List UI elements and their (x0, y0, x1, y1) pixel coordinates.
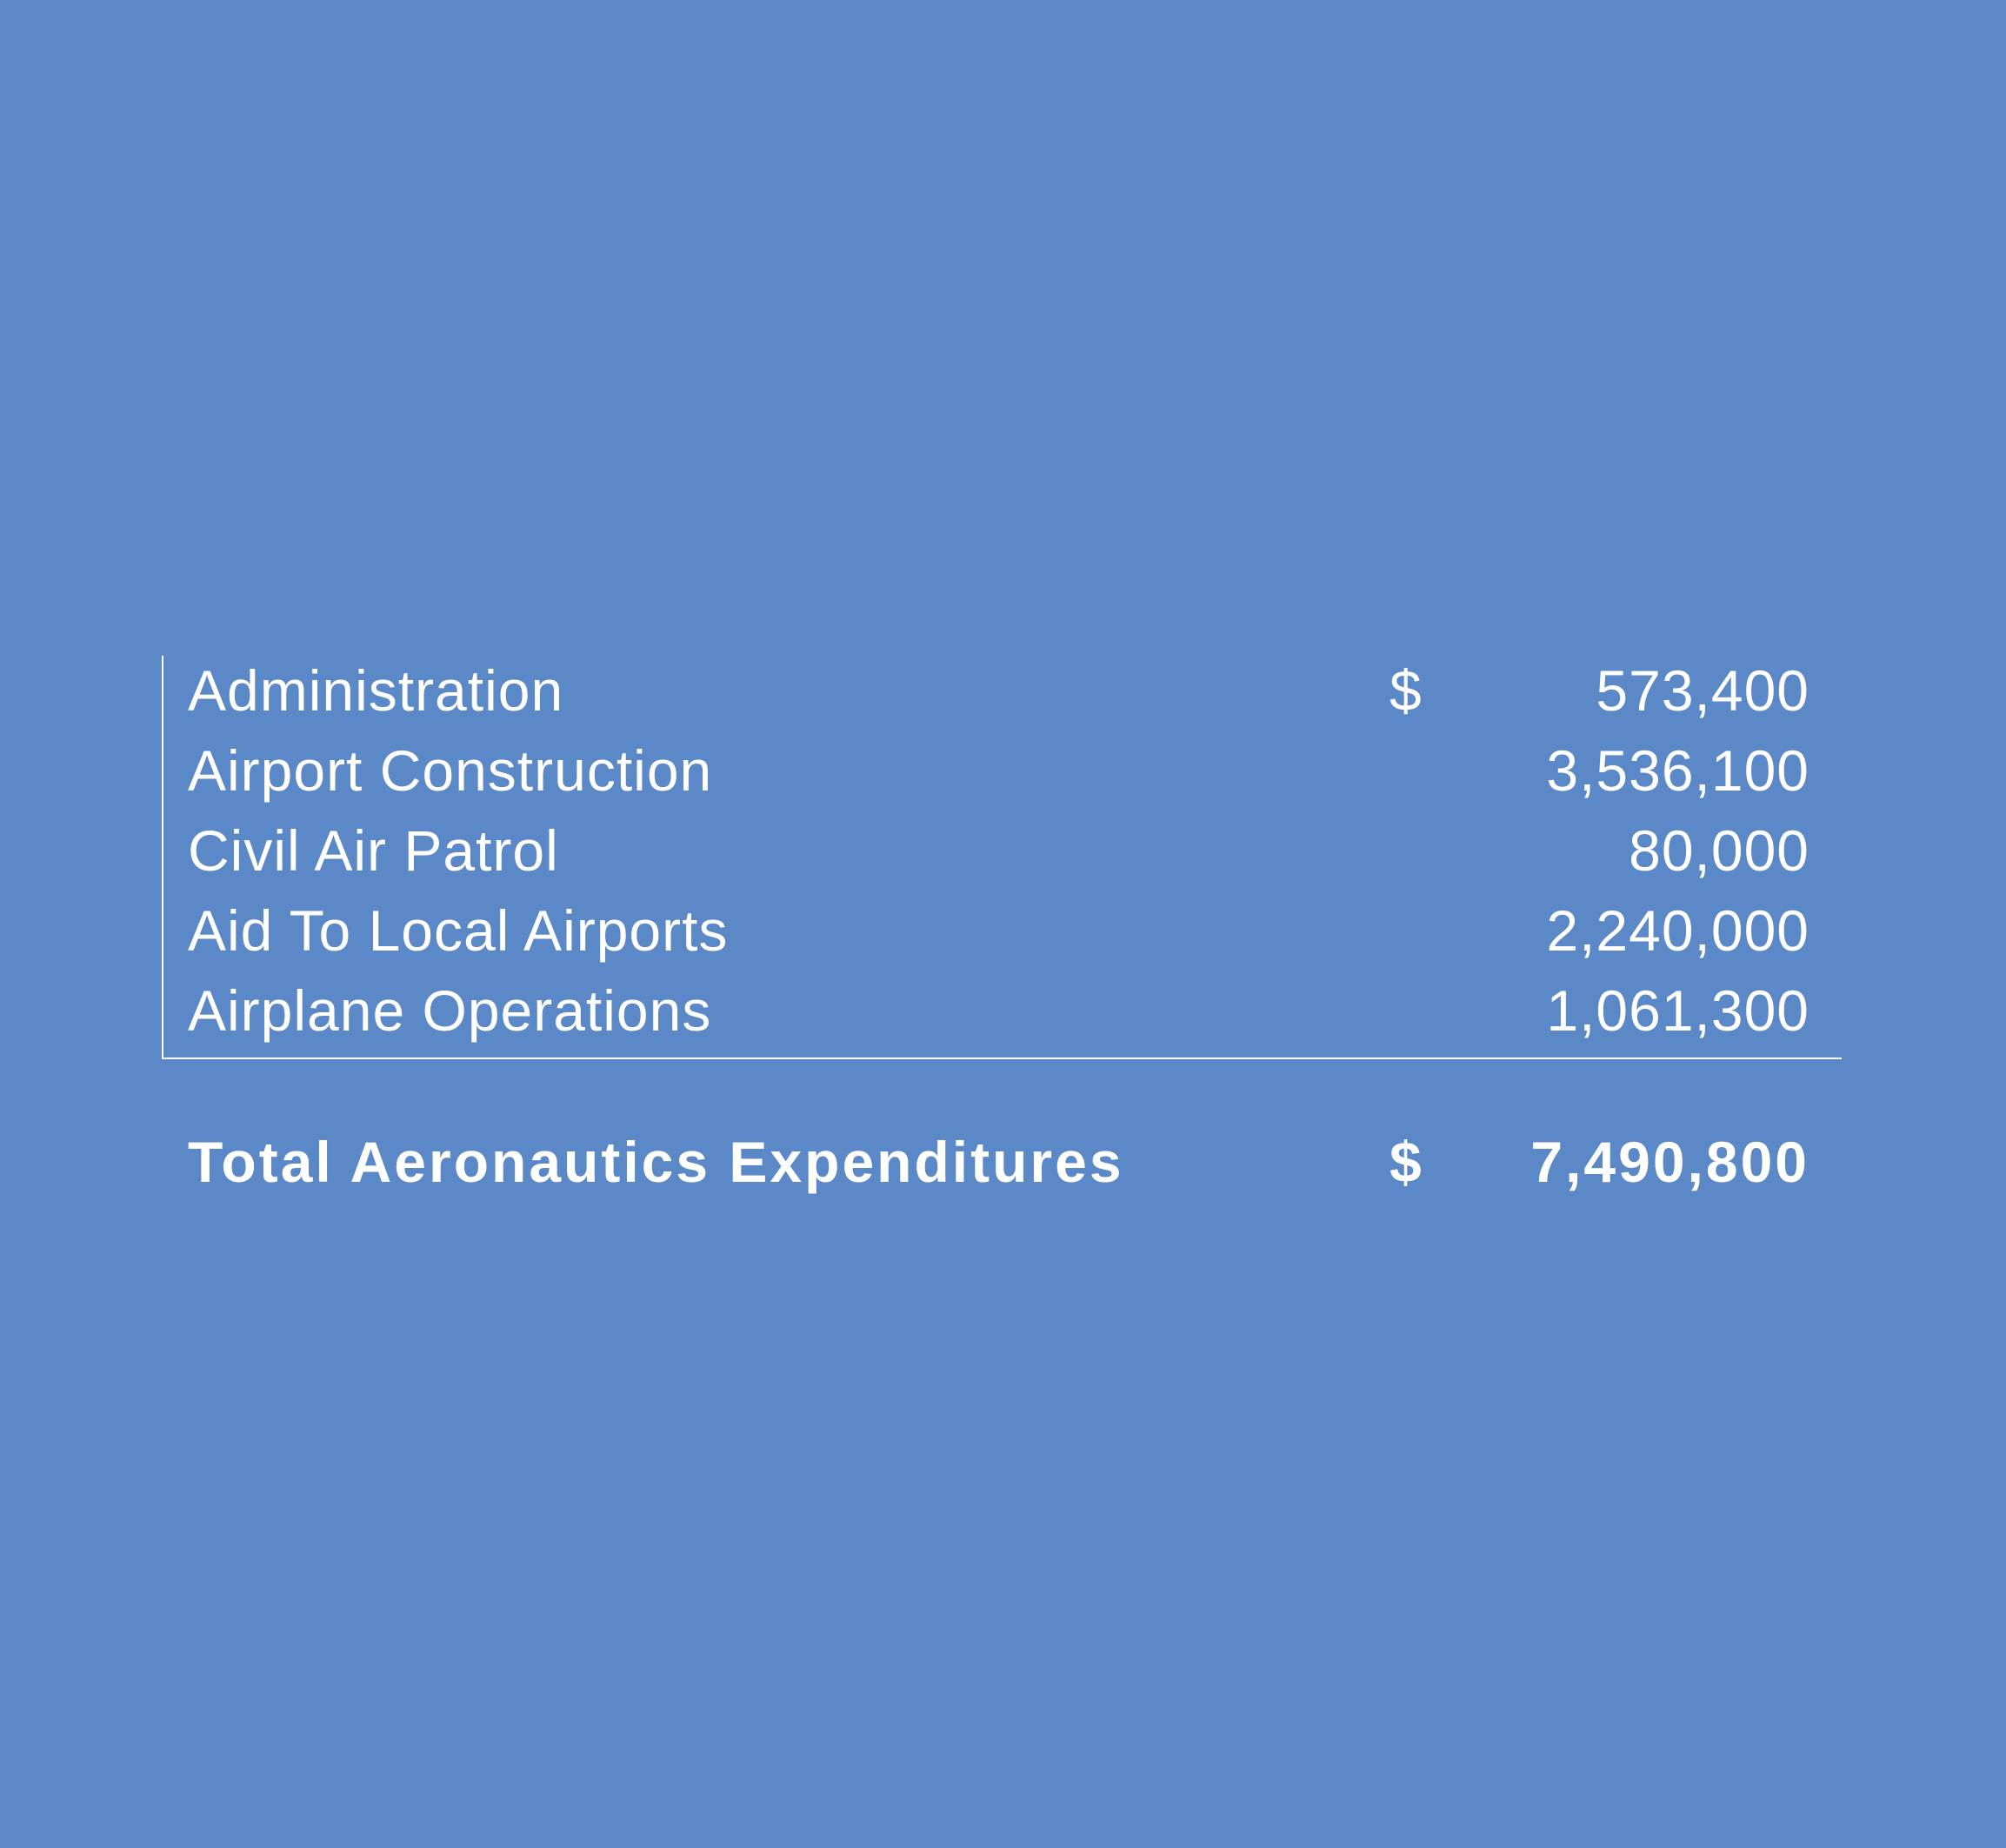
expenditure-amount: 80,000 (1629, 818, 1809, 883)
expenditure-row-aid-to-local-airports: Aid To Local Airports 2,240,000 (188, 891, 1809, 971)
expenditure-row-airport-construction: Airport Construction 3,536,100 (188, 731, 1809, 811)
total-label: Total Aeronautics Expenditures (188, 1130, 1124, 1194)
expenditure-amount: 2,240,000 (1546, 898, 1809, 963)
expenditure-table-frame (162, 656, 1842, 1059)
total-expenditures-row: Total Aeronautics Expenditures $ 7,490,8… (188, 1122, 1809, 1202)
total-amount: 7,490,800 (1530, 1130, 1809, 1194)
expenditure-amount: 3,536,100 (1546, 738, 1809, 803)
expenditure-label: Civil Air Patrol (188, 818, 559, 883)
currency-symbol: $ (1390, 658, 1423, 723)
expenditure-label: Airport Construction (188, 738, 713, 803)
expenditure-amount: 573,400 (1596, 658, 1809, 723)
expenditure-label: Administration (188, 658, 564, 723)
expenditure-row-administration: Administration $ 573,400 (188, 650, 1809, 731)
expenditure-label: Aid To Local Airports (188, 898, 729, 963)
total-currency-symbol: $ (1390, 1130, 1424, 1194)
expenditure-label: Airplane Operations (188, 978, 712, 1043)
expenditure-row-civil-air-patrol: Civil Air Patrol 80,000 (188, 811, 1809, 891)
expenditure-amount: 1,061,300 (1546, 978, 1809, 1043)
expenditure-row-airplane-operations: Airplane Operations 1,061,300 (188, 971, 1809, 1051)
